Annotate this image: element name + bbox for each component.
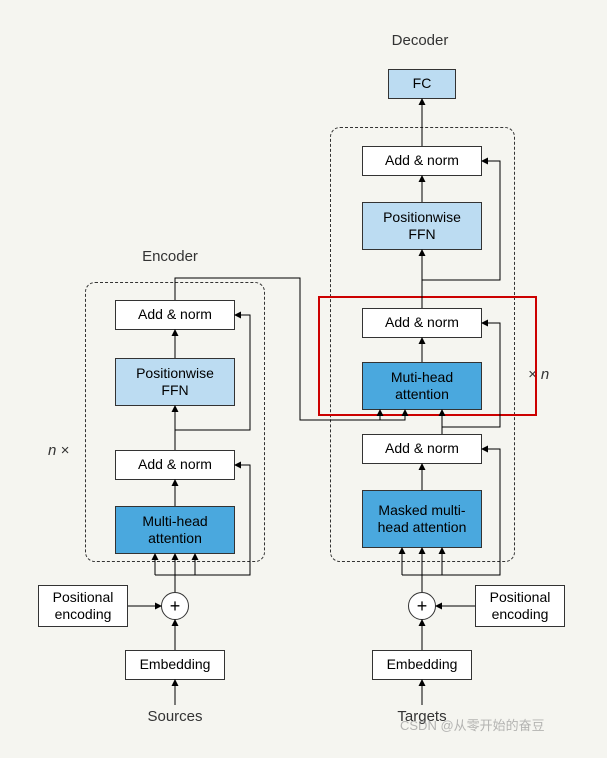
decoder-cross-mha: Muti-head attention <box>362 362 482 410</box>
decoder-ffn: Positionwise FFN <box>362 202 482 250</box>
watermark: CSDN @从零开始的奋豆 <box>400 715 545 734</box>
encoder-mha: Multi-head attention <box>115 506 235 554</box>
encoder-positional: Positional encoding <box>38 585 128 627</box>
decoder-addnorm3: Add & norm <box>362 146 482 176</box>
encoder-addnorm2: Add & norm <box>115 300 235 330</box>
decoder-addnorm1: Add & norm <box>362 434 482 464</box>
transformer-diagram: Encoder Decoder n × × n Add & norm Posit… <box>0 0 607 758</box>
sources-label: Sources <box>140 708 210 725</box>
encoder-ffn: Positionwise FFN <box>115 358 235 406</box>
decoder-addnorm2: Add & norm <box>362 308 482 338</box>
encoder-plus: + <box>161 592 189 620</box>
encoder-addnorm1: Add & norm <box>115 450 235 480</box>
encoder-embedding: Embedding <box>125 650 225 680</box>
decoder-masked-mha: Masked multi-head attention <box>362 490 482 548</box>
decoder-embedding: Embedding <box>372 650 472 680</box>
n-times-left: n × <box>48 442 69 459</box>
decoder-positional: Positional encoding <box>475 585 565 627</box>
decoder-title: Decoder <box>380 32 460 49</box>
decoder-plus: + <box>408 592 436 620</box>
encoder-title: Encoder <box>130 248 210 265</box>
decoder-fc: FC <box>388 69 456 99</box>
